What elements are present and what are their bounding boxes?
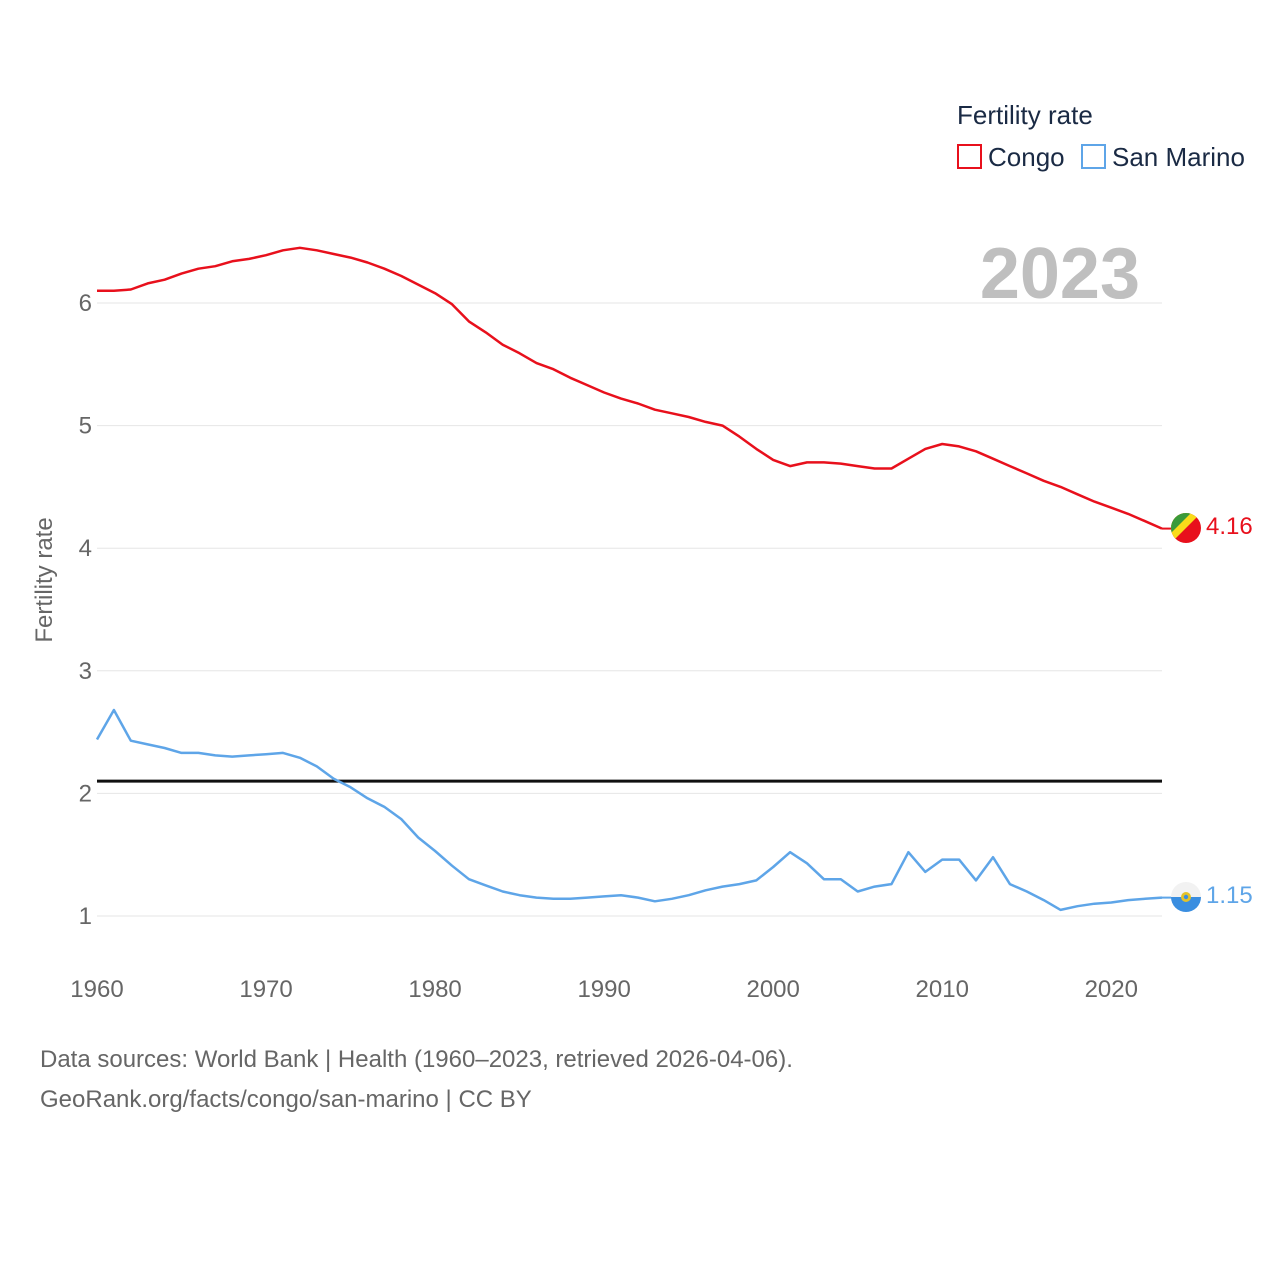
legend-title: Fertility rate (957, 100, 1093, 130)
y-axis-title: Fertility rate (31, 517, 58, 642)
x-tick-label: 2010 (916, 976, 969, 1003)
legend: Fertility rate Congo San Marino (957, 100, 1245, 172)
data-source-note: Data sources: World Bank | Health (1960–… (40, 1046, 793, 1073)
y-tick-label: 3 (79, 658, 92, 685)
legend-label-san-marino[interactable]: San Marino (1112, 142, 1245, 172)
legend-swatch-san-marino[interactable] (1081, 144, 1106, 169)
y-tick-label: 1 (79, 903, 92, 930)
san-marino-flag-icon (1171, 882, 1201, 912)
y-tick-label: 6 (79, 290, 92, 317)
footer: Data sources: World Bank | Health (1960–… (40, 1040, 793, 1120)
legend-label-congo[interactable]: Congo (988, 142, 1065, 172)
fertility-chart: 1 2 3 4 5 6 1960 1970 1980 1990 2000 2010 2020 Fert… (31, 100, 1253, 1003)
x-tick-label: 1980 (408, 976, 461, 1003)
y-axis-ticks: 1 2 3 4 5 6 (79, 290, 92, 930)
year-label: 2023 (980, 234, 1140, 314)
congo-flag-icon (1171, 513, 1201, 543)
source-link[interactable]: GeoRank.org/facts/congo/san-marino | CC … (40, 1086, 532, 1113)
y-tick-label: 2 (79, 780, 92, 807)
x-tick-label: 1960 (70, 976, 123, 1003)
x-axis-ticks: 1960 1970 1980 1990 2000 2010 2020 (70, 976, 1138, 1003)
x-tick-label: 2020 (1085, 976, 1138, 1003)
san-marino-end-label: 1.15 (1206, 882, 1253, 909)
legend-swatch-congo[interactable] (957, 144, 982, 169)
congo-end-label: 4.16 (1206, 513, 1253, 540)
gridlines (97, 302, 1162, 917)
series-lines (95, 246, 1172, 912)
y-tick-label: 4 (79, 535, 92, 562)
x-tick-label: 1970 (239, 976, 292, 1003)
series-line-congo (97, 246, 1163, 530)
x-tick-label: 1990 (577, 976, 630, 1003)
series-line-san-marino (95, 708, 1163, 912)
x-tick-label: 2000 (746, 976, 799, 1003)
y-tick-label: 5 (79, 413, 92, 440)
